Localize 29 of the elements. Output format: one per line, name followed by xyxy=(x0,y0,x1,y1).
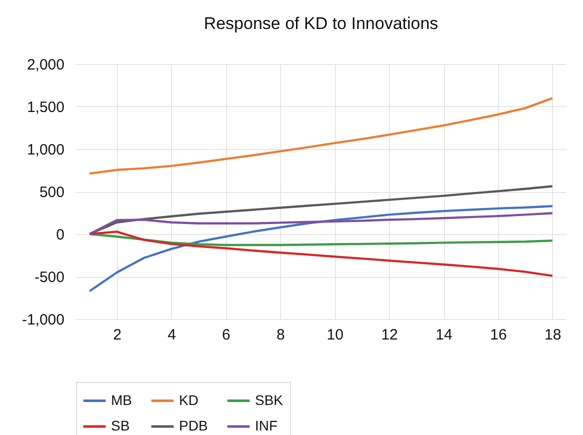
legend-label: SB xyxy=(111,418,130,434)
legend-label: KD xyxy=(179,392,198,408)
y-tick-label: 1,000 xyxy=(26,142,64,158)
legend-label: PDB xyxy=(179,418,208,434)
legend-label: SBK xyxy=(255,392,284,408)
y-tick-label: -1,000 xyxy=(22,312,64,328)
chart-title: Response of KD to Innovations xyxy=(204,14,438,33)
x-tick-label: 12 xyxy=(381,326,398,344)
y-tick-label: 500 xyxy=(39,184,64,201)
line-series xyxy=(88,232,554,246)
x-tick-label: 2 xyxy=(113,326,122,344)
y-tick-label: 1,500 xyxy=(26,99,64,116)
x-tick-label: 4 xyxy=(168,326,176,344)
x-tick-label: 16 xyxy=(490,326,507,344)
legend-label: MB xyxy=(111,392,132,408)
line-series xyxy=(88,97,554,175)
line-series xyxy=(88,212,554,236)
y-tick-label: 0 xyxy=(56,226,64,244)
line-series xyxy=(88,185,554,236)
x-tick-label: 8 xyxy=(276,326,285,344)
y-tick-label: -500 xyxy=(34,269,64,286)
x-tick-label: 10 xyxy=(326,326,344,344)
line-series xyxy=(88,230,554,277)
y-tick-label: 2,000 xyxy=(26,56,64,74)
x-tick-label: 14 xyxy=(436,326,452,344)
legend-label: INF xyxy=(255,418,278,434)
line-series xyxy=(88,205,554,292)
x-tick-label: 18 xyxy=(544,326,562,344)
x-tick-label: 6 xyxy=(222,326,230,344)
